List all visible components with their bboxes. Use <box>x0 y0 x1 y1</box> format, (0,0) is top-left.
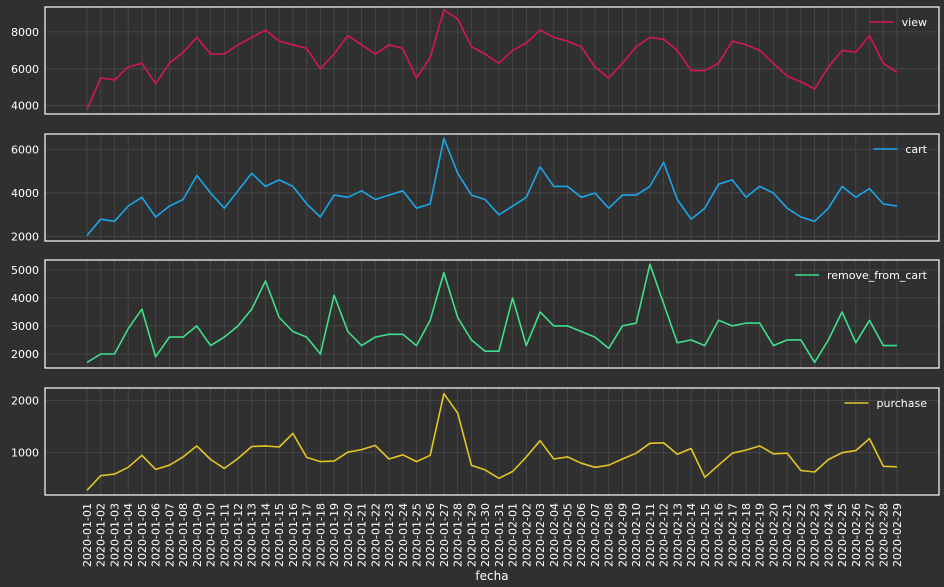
x-tick-label: 2020-01-29 <box>465 503 478 567</box>
x-tick-label: 2020-02-13 <box>671 503 684 567</box>
x-tick-label: 2020-01-14 <box>259 503 272 567</box>
x-tick-label: 2020-01-23 <box>383 503 396 567</box>
x-tick-label: 2020-02-11 <box>644 503 657 567</box>
x-tick-label: 2020-02-19 <box>754 503 767 567</box>
y-tick-label: 4000 <box>11 100 39 113</box>
x-tick-label: 2020-02-25 <box>836 503 849 567</box>
x-tick-label: 2020-01-13 <box>246 503 259 567</box>
x-tick-label: 2020-02-12 <box>658 503 671 567</box>
x-tick-label: 2020-01-07 <box>163 503 176 567</box>
x-tick-label: 2020-02-01 <box>507 503 520 567</box>
x-tick-label: 2020-02-28 <box>877 503 890 567</box>
x-tick-label: 2020-02-23 <box>809 503 822 567</box>
x-tick-label: 2020-01-15 <box>273 503 286 567</box>
x-tick-label: 2020-02-05 <box>562 503 575 567</box>
x-tick-label: 2020-01-05 <box>136 503 149 567</box>
x-tick-label: 2020-02-21 <box>781 503 794 567</box>
series-line-purchase <box>86 392 898 491</box>
x-tick-label: 2020-02-10 <box>630 503 643 567</box>
x-tick-label: 2020-02-03 <box>534 503 547 567</box>
y-tick-label: 6000 <box>11 143 39 156</box>
x-tick-label: 2020-02-17 <box>726 503 739 567</box>
legend-label: view <box>902 16 927 29</box>
legend-label: remove_from_cart <box>827 269 928 282</box>
legend-purchase: purchase <box>844 397 928 410</box>
legend-view: view <box>869 16 927 29</box>
x-tick-label: 2020-01-06 <box>150 503 163 567</box>
x-tick-label: 2020-01-30 <box>479 503 492 567</box>
x-tick-label: 2020-02-20 <box>767 503 780 567</box>
x-tick-label: 2020-02-06 <box>575 503 588 567</box>
x-tick-label: 2020-02-27 <box>864 503 877 567</box>
x-tick-label: 2020-01-09 <box>191 503 204 567</box>
x-tick-label: 2020-02-08 <box>603 503 616 567</box>
subplot-view: 4000 6000 8000 view <box>11 6 940 115</box>
y-tick-label: 2000 <box>11 231 39 244</box>
x-tick-label: 2020-01-18 <box>314 503 327 567</box>
x-tick-label: 2020-02-14 <box>685 503 698 567</box>
x-tick-label: 2020-01-08 <box>177 503 190 567</box>
x-tick-label: 2020-02-24 <box>822 503 835 567</box>
series-line-remove_from_cart <box>86 263 897 364</box>
x-tick-label: 2020-02-26 <box>850 503 863 567</box>
x-tick-label: 2020-01-01 <box>81 503 94 567</box>
legend-remove_from_cart: remove_from_cart <box>795 269 928 282</box>
x-tick-label: 2020-01-02 <box>95 503 108 567</box>
x-tick-label: 2020-01-31 <box>493 503 506 567</box>
x-tick-label: 2020-01-20 <box>342 503 355 567</box>
subplot-cart: 2000 4000 6000 cart <box>11 133 940 244</box>
x-tick-label: 2020-01-21 <box>356 503 369 567</box>
legend-label: cart <box>905 143 927 156</box>
plot-frame <box>44 133 940 242</box>
x-tick-label: 2020-02-02 <box>520 503 533 567</box>
y-tick-label: 8000 <box>11 26 39 39</box>
x-tick-label: 2020-02-22 <box>795 503 808 567</box>
x-tick-label: 2020-01-12 <box>232 503 245 567</box>
x-tick-label: 2020-01-27 <box>438 503 451 567</box>
x-tick-label: 2020-01-03 <box>108 503 121 567</box>
y-tick-label: 4000 <box>11 187 39 200</box>
x-tick-label: 2020-01-25 <box>410 503 423 567</box>
subplots: 4000 6000 8000 view 2000 4000 6000 cart 2000 3000… <box>11 6 940 496</box>
shared-x-axis-ticks: 2020-01-01 2020-01-02 2020-01-03 2020-01-04… <box>81 503 904 567</box>
subplot-remove_from_cart: 2000 3000 4000 5000 remove_from_cart <box>11 259 940 369</box>
y-tick-label: 2000 <box>11 348 39 361</box>
y-tick-label: 2000 <box>11 395 39 408</box>
x-tick-label: 2020-01-19 <box>328 503 341 567</box>
x-tick-label: 2020-01-22 <box>369 503 382 567</box>
x-tick-label: 2020-01-11 <box>218 503 231 567</box>
x-tick-label: 2020-01-10 <box>205 503 218 567</box>
plot-frame <box>44 387 940 496</box>
x-tick-label: 2020-02-07 <box>589 503 602 567</box>
x-tick-label: 2020-01-04 <box>122 503 135 567</box>
x-tick-label: 2020-02-29 <box>891 503 904 567</box>
x-axis-label: fecha <box>475 569 508 583</box>
x-tick-label: 2020-02-09 <box>616 503 629 567</box>
x-tick-label: 2020-02-16 <box>713 503 726 567</box>
x-tick-label: 2020-01-26 <box>424 503 437 567</box>
subplot-purchase: 1000 2000 purchase <box>11 387 940 496</box>
legend-cart: cart <box>873 143 928 156</box>
x-tick-label: 2020-02-15 <box>699 503 712 567</box>
x-tick-label: 2020-01-24 <box>397 503 410 567</box>
series-line-view <box>86 9 898 110</box>
plot-frame <box>44 259 940 369</box>
y-tick-label: 5000 <box>11 264 39 277</box>
series-line-cart <box>86 137 898 237</box>
x-tick-label: 2020-01-28 <box>452 503 465 567</box>
y-tick-label: 3000 <box>11 320 39 333</box>
x-tick-label: 2020-02-04 <box>548 503 561 567</box>
x-tick-label: 2020-01-16 <box>287 503 300 567</box>
y-tick-label: 6000 <box>11 63 39 76</box>
plot-frame <box>44 6 940 115</box>
x-tick-label: 2020-01-17 <box>301 503 314 567</box>
x-tick-label: 2020-02-18 <box>740 503 753 567</box>
legend-label: purchase <box>877 397 928 410</box>
y-tick-label: 1000 <box>11 447 39 460</box>
y-tick-label: 4000 <box>11 292 39 305</box>
